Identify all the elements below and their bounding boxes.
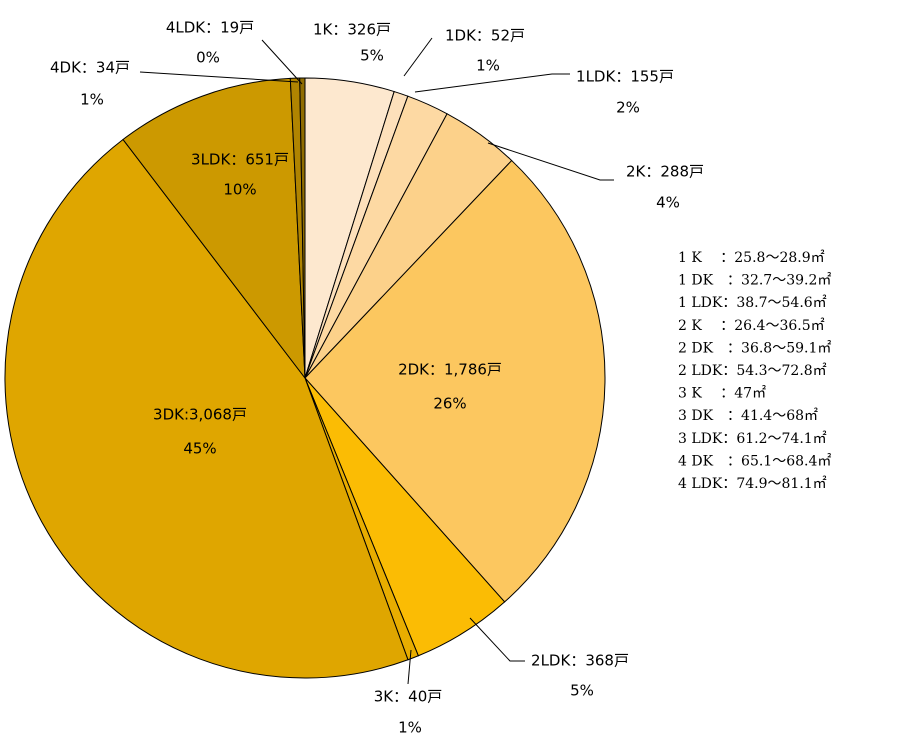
slice-label: 1LDK：155戸 — [576, 68, 674, 86]
slice-label: 3LDK：651戸 — [191, 151, 289, 169]
area-note: 1 DK ：32.7～39.2㎡ — [678, 273, 831, 289]
leader-line — [407, 649, 412, 685]
slice-label: 2DK：1,786戸 — [398, 361, 502, 379]
percent-label: 26% — [433, 395, 466, 413]
percent-label: 45% — [183, 440, 216, 458]
pie-slice — [4, 138, 409, 679]
area-note: 3 K ：47㎡ — [678, 386, 766, 402]
area-note: 2 DK ：36.8～59.1㎡ — [678, 340, 831, 356]
slice-label: 2LDK：368戸 — [531, 652, 629, 670]
area-note: 1 LDK：38.7～54.6㎡ — [678, 295, 827, 311]
leader-line — [403, 37, 433, 77]
percent-label: 4% — [656, 194, 680, 212]
pie-slice — [304, 159, 606, 603]
pie-slice — [299, 77, 306, 379]
percent-label: 1% — [476, 57, 500, 75]
area-note: 2 K ：26.4～36.5㎡ — [678, 318, 825, 334]
slice-label: 3DK:3,068戸 — [153, 406, 247, 424]
percent-label: 1% — [398, 719, 422, 737]
percent-label: 1% — [80, 91, 104, 109]
area-note: 2 LDK：54.3～72.8㎡ — [678, 363, 827, 379]
area-note: 3 LDK：61.2～74.1㎡ — [678, 431, 827, 447]
slice-label: 4LDK：19戸 — [166, 19, 254, 37]
leader-line — [469, 617, 525, 662]
slice-label: 2K：288戸 — [626, 163, 704, 181]
leader-line — [139, 71, 299, 83]
leader-line — [261, 39, 303, 85]
slice-label: 1K：326戸 — [313, 21, 391, 39]
area-note: 3 DK ：41.4～68㎡ — [678, 408, 818, 424]
pie-slice — [122, 77, 306, 380]
slice-label: 1DK：52戸 — [445, 27, 525, 45]
percent-label: 0% — [196, 49, 220, 67]
area-note: 4 DK ：65.1～68.4㎡ — [678, 453, 831, 469]
slice-label: 3K：40戸 — [374, 688, 442, 706]
leader-line — [414, 73, 570, 93]
percent-label: 5% — [570, 682, 594, 700]
percent-label: 5% — [360, 47, 384, 65]
area-note: 1 K ：25.8～28.9㎡ — [678, 250, 825, 266]
percent-label: 10% — [223, 181, 256, 199]
area-note: 4 LDK：74.9～81.1㎡ — [678, 476, 827, 492]
leader-line — [487, 142, 614, 181]
percent-label: 2% — [616, 99, 640, 117]
slice-label: 4DK：34戸 — [50, 59, 130, 77]
